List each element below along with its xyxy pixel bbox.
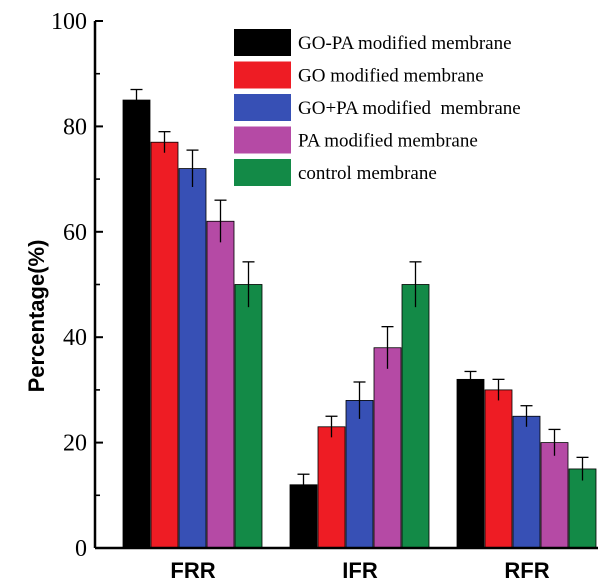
x-category-label-ifr: IFR — [342, 558, 378, 581]
y-tick-label: 20 — [63, 431, 87, 457]
bar-ifr-series-3 — [345, 400, 374, 549]
error-bar-ifr-series-3 — [353, 381, 366, 419]
bar-rfr-series-3 — [512, 415, 541, 549]
bar-frr-series-1 — [122, 99, 151, 549]
bar-ifr-series-2 — [317, 426, 346, 549]
bar-ifr-series-1 — [289, 484, 318, 549]
bars-layer — [122, 99, 597, 549]
error-bar-frr-series-5 — [242, 261, 255, 308]
bar-rfr-series-1 — [456, 378, 485, 549]
error-bar-ifr-series-5 — [409, 261, 422, 308]
legend-item-3: GO+PA modified membrane — [234, 94, 521, 121]
error-bars-layer — [130, 88, 589, 496]
bar-frr-series-5 — [234, 284, 263, 549]
error-bar-rfr-series-4 — [548, 428, 561, 456]
x-category-label-frr: FRR — [170, 558, 215, 581]
legend-swatch — [234, 126, 291, 154]
error-bar-frr-series-1 — [130, 88, 143, 111]
error-bar-rfr-series-3 — [520, 405, 533, 427]
error-bar-ifr-series-1 — [297, 473, 310, 496]
error-bar-rfr-series-2 — [492, 378, 505, 401]
legend-label: GO+PA modified membrane — [298, 98, 521, 119]
legend-label: PA modified membrane — [298, 131, 478, 152]
bar-ifr-series-4 — [373, 347, 402, 549]
legend-swatch — [234, 159, 291, 186]
error-bar-frr-series-4 — [214, 199, 227, 243]
legend-swatch — [234, 29, 291, 56]
x-category-label-rfr: RFR — [504, 558, 549, 581]
error-bar-frr-series-2 — [158, 131, 171, 153]
legend-item-4: PA modified membrane — [234, 126, 478, 154]
y-tick-label: 80 — [63, 114, 87, 140]
error-bar-rfr-series-1 — [464, 370, 477, 388]
legend-swatch — [234, 61, 291, 89]
error-bar-rfr-series-5 — [576, 456, 589, 481]
error-bar-ifr-series-2 — [325, 415, 338, 438]
legend-label: GO-PA modified membrane — [298, 33, 512, 54]
error-bar-frr-series-3 — [186, 149, 199, 188]
legend-label: control membrane — [298, 163, 437, 184]
y-tick-label: 0 — [75, 536, 87, 562]
legend-label: GO modified membrane — [298, 66, 484, 87]
bar-ifr-series-5 — [401, 284, 430, 549]
legend-item-5: control membrane — [234, 159, 437, 186]
bar-frr-series-2 — [150, 141, 179, 549]
y-tick-label: 100 — [51, 9, 87, 35]
bar-frr-series-3 — [178, 168, 207, 549]
y-axis-label: Percentage(%) — [24, 240, 49, 393]
legend: GO-PA modified membrane GO modified membr… — [234, 29, 521, 186]
legend-item-2: GO modified membrane — [234, 61, 484, 89]
y-tick-label: 40 — [63, 325, 87, 351]
axes: 0 20 40 60 80 100 FRR IFR RFR — [51, 9, 598, 581]
y-tick-label: 60 — [63, 220, 87, 246]
error-bar-ifr-series-4 — [381, 326, 394, 369]
bar-frr-series-4 — [206, 220, 235, 549]
bar-rfr-series-2 — [484, 389, 513, 549]
legend-item-1: GO-PA modified membrane — [234, 29, 512, 56]
bar-rfr-series-5 — [568, 468, 597, 549]
bar-rfr-series-4 — [540, 442, 569, 549]
legend-swatch — [234, 94, 291, 121]
